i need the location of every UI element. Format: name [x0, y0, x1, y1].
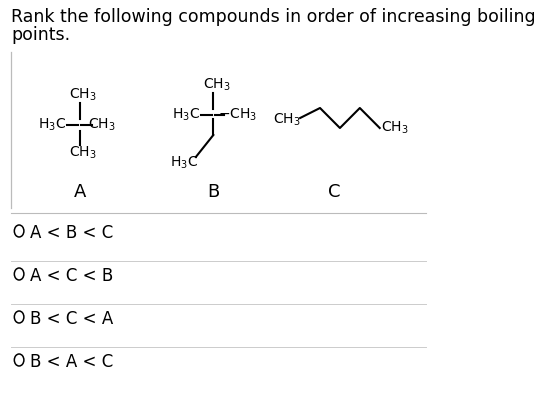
Text: points.: points. — [11, 26, 70, 44]
Text: $\mathrm{CH_3}$: $\mathrm{CH_3}$ — [88, 117, 115, 133]
Text: B < C < A: B < C < A — [30, 310, 113, 328]
Text: $\mathrm{H_3C}$: $\mathrm{H_3C}$ — [170, 155, 199, 172]
Text: B < A < C: B < A < C — [30, 353, 113, 371]
Text: A: A — [73, 183, 86, 201]
Text: A < C < B: A < C < B — [30, 267, 113, 285]
Text: $\mathrm{CH_3}$: $\mathrm{CH_3}$ — [69, 87, 97, 103]
Text: $\mathrm{H_3C}$: $\mathrm{H_3C}$ — [172, 107, 200, 123]
Text: $\mathrm{CH_3}$: $\mathrm{CH_3}$ — [273, 112, 301, 128]
Text: $\mathrm{CH_3}$: $\mathrm{CH_3}$ — [203, 77, 230, 93]
Text: C: C — [328, 183, 341, 201]
Text: $\mathrm{CH_3}$: $\mathrm{CH_3}$ — [381, 120, 409, 136]
Text: Rank the following compounds in order of increasing boiling: Rank the following compounds in order of… — [11, 8, 536, 26]
Text: $\mathrm{-CH_3}$: $\mathrm{-CH_3}$ — [218, 107, 258, 123]
Text: $\mathrm{H_3C}$: $\mathrm{H_3C}$ — [38, 117, 66, 133]
Text: A < B < C: A < B < C — [30, 224, 113, 242]
Text: B: B — [207, 183, 219, 201]
Text: $\mathrm{CH_3}$: $\mathrm{CH_3}$ — [69, 145, 97, 162]
